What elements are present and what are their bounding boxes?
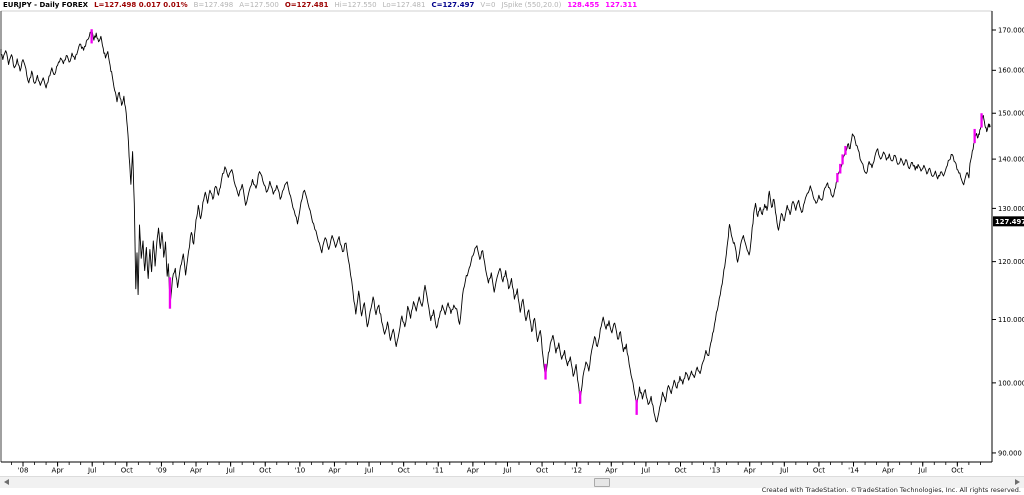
copyright-text: Created with TradeStation. ©TradeStation… <box>761 486 1021 494</box>
time-axis-label: Apr <box>744 467 756 475</box>
time-axis-label: Oct <box>674 467 686 475</box>
price-axis-label: 130.000 <box>998 205 1024 213</box>
time-axis-label: Apr <box>882 467 894 475</box>
scroll-left-arrow[interactable] <box>4 479 9 485</box>
quote-field: Lo=127.481 <box>382 1 426 9</box>
price-axis-label: 90.000 <box>998 449 1022 457</box>
quote-field: V=0 <box>480 1 496 9</box>
time-axis-label: Apr <box>605 467 617 475</box>
time-axis-label: Jul <box>87 467 97 475</box>
time-axis-label: Oct <box>259 467 271 475</box>
time-axis-label: Jul <box>225 467 235 475</box>
time-axis-label: '08 <box>18 467 29 475</box>
scrollbar-thumb[interactable] <box>594 478 610 487</box>
time-axis-label: Apr <box>52 467 64 475</box>
symbol-title: EURJPY - Daily FOREX <box>3 1 89 9</box>
quote-field: L=127.498 0.017 0.01% <box>94 1 188 9</box>
time-axis-label: Oct <box>813 467 825 475</box>
current-price-label: 127.497 <box>995 218 1024 226</box>
time-axis-label: Apr <box>190 467 202 475</box>
time-axis-label: Oct <box>121 467 133 475</box>
quote-field: 128.455 <box>567 1 600 9</box>
time-axis-label: Jul <box>779 467 789 475</box>
time-axis-label: Jul <box>641 467 651 475</box>
quote-field: O=127.481 <box>284 1 329 9</box>
time-axis-label: '13 <box>710 467 721 475</box>
time-axis-label: '12 <box>571 467 582 475</box>
time-axis-label: Jul <box>918 467 928 475</box>
time-axis-label: '10 <box>294 467 305 475</box>
time-axis-label: '14 <box>848 467 859 475</box>
quote-field: B=127.498 <box>193 1 234 9</box>
time-axis-label: Oct <box>951 467 963 475</box>
price-axis-label: 150.000 <box>998 110 1024 118</box>
price-line <box>0 30 991 423</box>
price-axis-label: 100.000 <box>998 379 1024 387</box>
horizontal-scrollbar[interactable] <box>0 476 1024 488</box>
quote-field: Hi=127.550 <box>334 1 377 9</box>
time-axis-label: Apr <box>467 467 479 475</box>
time-axis-label: Oct <box>536 467 548 475</box>
quote-fields: L=127.498 0.017 0.01% B=127.498 A=127.500 O… <box>94 1 643 9</box>
quote-field: C=127.497 <box>431 1 475 9</box>
quote-field: A=127.500 <box>239 1 279 9</box>
price-axis-label: 170.000 <box>998 26 1024 34</box>
price-axis-label: 140.000 <box>998 156 1024 164</box>
price-axis-label: 160.000 <box>998 67 1024 75</box>
scroll-right-arrow[interactable] <box>1015 479 1020 485</box>
price-axis-label: 120.000 <box>998 258 1024 266</box>
time-axis-label: '11 <box>433 467 444 475</box>
time-axis-label: Oct <box>398 467 410 475</box>
time-axis-label: '09 <box>156 467 167 475</box>
time-axis-label: Jul <box>364 467 374 475</box>
time-axis-label: Apr <box>328 467 340 475</box>
current-price-tag <box>993 216 1024 227</box>
quote-field: JSpike (550,20.0) <box>501 1 562 9</box>
quote-field: 127.311 <box>605 1 638 9</box>
price-axis-label: 110.000 <box>998 316 1024 324</box>
chart-status-line: EURJPY - Daily FOREX L=127.498 0.017 0.01… <box>3 1 643 11</box>
time-axis-label: Jul <box>502 467 512 475</box>
